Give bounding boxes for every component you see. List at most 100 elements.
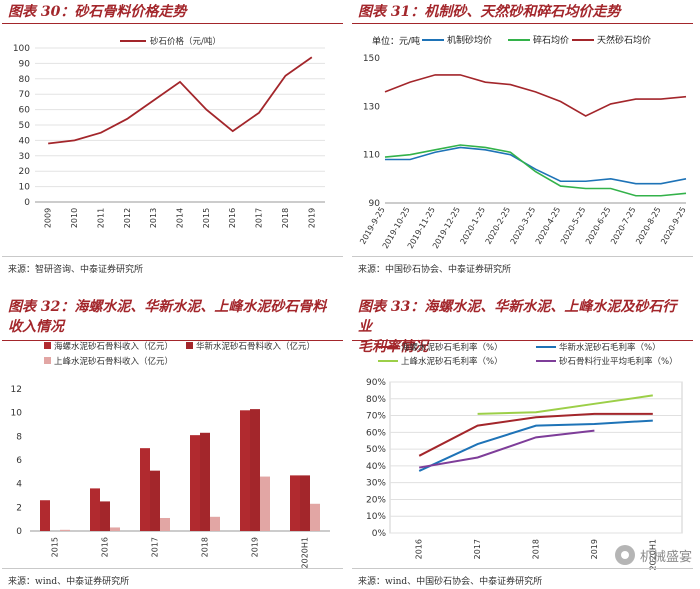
x-tick-label: 2019: [251, 537, 260, 557]
x-tick-label: 2017: [473, 539, 482, 559]
x-tick-label: 2013: [149, 208, 158, 228]
y-tick-label: 30: [19, 152, 31, 162]
legend-label: 海螺水泥砂石毛利率（%）: [401, 342, 503, 353]
source-note: 来源：智研咨询、中泰证券研究所: [8, 265, 144, 275]
y-tick-label: 90: [369, 199, 381, 209]
y-tick-label: 100: [13, 44, 30, 54]
panel-cement-aggregate-revenue: 图表 32：海螺水泥、华新水泥、上峰水泥砂石骨料 收入情况 0 2 4 6 8 10 12 2…: [0, 295, 345, 589]
bar: [240, 410, 250, 531]
x-tick-label: 2016: [228, 208, 237, 228]
source-note: 来源：wind、中泰证券研究所: [8, 577, 130, 587]
y-tick-label: 4: [16, 480, 22, 490]
panel-gross-margin: 图表 33：海螺水泥、华新水泥、上峰水泥及砂石行业 毛利率情况 0% 10% 20%…: [350, 295, 695, 589]
x-tick-label: 2018: [281, 208, 290, 228]
title-divider: [352, 340, 693, 341]
x-tick-label: 2020-8-25: [634, 206, 662, 246]
sand-types-price-chart: 901101301502019-9-252019-10-252019-11-25…: [358, 34, 687, 250]
x-tick-label: 2020-6-25: [584, 206, 612, 246]
bar: [100, 501, 110, 531]
y-tick-label: 40%: [366, 462, 386, 472]
chart-title-line1: 图表 32：海螺水泥、华新水泥、上峰水泥砂石骨料: [8, 299, 327, 315]
unit-label: 单位：元/吨: [372, 35, 420, 47]
y-tick-label: 0%: [372, 529, 387, 539]
source-divider: [352, 568, 693, 569]
x-tick-label: 2020H1: [301, 537, 310, 568]
y-tick-label: 60: [19, 106, 31, 116]
chart-title: 图表 30：砂石骨料价格走势: [8, 4, 187, 20]
watermark: 机械盛宴: [614, 545, 692, 565]
y-tick-label: 0: [24, 198, 30, 208]
bar: [150, 470, 160, 531]
y-tick-label: 90%: [366, 378, 386, 388]
y-tick-label: 20%: [366, 495, 386, 505]
y-tick-label: 10: [11, 409, 23, 419]
source-divider: [352, 256, 693, 257]
title-divider: [2, 23, 343, 24]
x-tick-label: 2011: [96, 208, 105, 228]
y-tick-label: 130: [363, 102, 380, 112]
series-line: [477, 394, 653, 415]
bar: [200, 432, 210, 531]
x-tick-label: 2014: [176, 208, 185, 228]
x-tick-label: 2012: [123, 208, 132, 228]
plot-area: [389, 381, 683, 534]
y-tick-label: 80%: [366, 395, 386, 405]
chart-title: 图表 31：机制砂、天然砂和碎石均价走势: [358, 4, 621, 20]
bar: [160, 517, 170, 531]
panel-sand-types-price: 图表 31：机制砂、天然砂和碎石均价走势 90 110 130 150 2019-9-2…: [350, 0, 695, 294]
gross-margin-chart: 0% 10% 20% 30% 40% 50% 60% 70% 80% 90% 2016 2017 201…: [366, 342, 683, 570]
x-tick-label: 2019: [590, 539, 599, 559]
x-tick-label: 2020H1: [648, 539, 657, 570]
x-tick-label: 2019: [307, 208, 316, 228]
source-note: 来源：wind、中国砂石协会、中泰证券研究所: [358, 577, 543, 587]
y-tick-label: 2: [16, 503, 22, 513]
chart-title: 图表 32：海螺水泥、华新水泥、上峰水泥砂石骨料 收入情况: [8, 297, 339, 337]
y-tick-label: 90: [19, 59, 31, 69]
x-tick-label: 2017: [151, 537, 160, 557]
bar: [250, 409, 260, 531]
bar: [90, 488, 100, 531]
x-tick-label: 2020-3-25: [509, 206, 537, 246]
title-divider: [352, 23, 693, 24]
legend-label: 砂石价格（元/吨）: [150, 36, 221, 47]
legend-label: 上峰水泥砂石毛利率（%）: [401, 356, 503, 367]
bar: [210, 516, 220, 531]
watermark-text: 机械盛宴: [639, 549, 692, 565]
x-tick-label: 2015: [51, 537, 60, 557]
legend-swatch: [44, 342, 51, 349]
chart-title: 图表 33：海螺水泥、华新水泥、上峰水泥及砂石行业 毛利率情况: [358, 297, 689, 357]
y-tick-label: 110: [363, 151, 380, 161]
y-tick-label: 30%: [366, 479, 386, 489]
source-divider: [2, 256, 343, 257]
x-tick-label: 2020-2-25: [484, 206, 512, 246]
bar: [290, 475, 300, 531]
bar: [300, 475, 310, 531]
legend-label: 海螺水泥砂石骨料收入（亿元）: [54, 341, 173, 352]
y-tick-label: 50%: [366, 445, 386, 455]
y-tick-label: 20: [19, 167, 31, 177]
source-divider: [2, 568, 343, 569]
x-tick-label: 2015: [202, 208, 211, 228]
sand-price-chart: 0 10 20 30 40 50 60 70 80 90 100 2009 2010 2011 2012 20…: [13, 36, 325, 228]
bar: [260, 476, 270, 531]
y-tick-label: 50: [19, 121, 31, 131]
legend-label: 砂石骨料行业平均毛利率（%）: [559, 356, 678, 367]
x-tick-label: 2018: [532, 539, 541, 559]
title-divider: [2, 340, 343, 341]
x-tick-label: 2019-9-25: [358, 206, 386, 246]
y-tick-label: 0: [16, 527, 22, 537]
bar: [110, 527, 120, 531]
y-tick-label: 70%: [366, 412, 386, 422]
y-tick-label: 150: [363, 54, 380, 64]
series-line: [48, 56, 313, 145]
x-tick-label: 2020-4-25: [534, 206, 562, 246]
wechat-logo-icon: [614, 545, 635, 565]
legend-swatch: [44, 357, 51, 364]
series-line: [418, 419, 653, 472]
legend-label: 华新水泥砂石骨料收入（亿元）: [196, 341, 315, 352]
legend-swatch: [186, 342, 193, 349]
bar: [310, 503, 320, 531]
x-tick-label: 2020-7-25: [609, 206, 637, 246]
aggregate-revenue-chart: 0 2 4 6 8 10 12 2015 2016 2017 2018 2019 2020H1 海螺水泥砂…: [11, 341, 330, 568]
bar: [60, 529, 70, 531]
